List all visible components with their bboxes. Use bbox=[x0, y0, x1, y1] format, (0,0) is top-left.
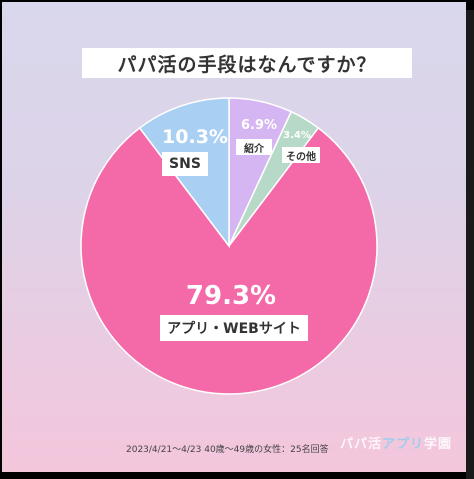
slice-value-apps: 79.3% bbox=[185, 281, 277, 311]
brand-logo: パパ活アプリ学園 bbox=[340, 437, 453, 452]
pie-chart bbox=[80, 97, 378, 395]
frame-shadow bbox=[466, 10, 474, 479]
slice-value-shokai: 6.9% bbox=[240, 118, 278, 133]
slice-value-sns: 10.3% bbox=[162, 126, 228, 148]
slice-label-apps: アプリ・WEBサイト bbox=[160, 315, 308, 341]
chart-title: パパ活の手段はなんですか？ bbox=[82, 48, 412, 78]
slice-label-shokai: 紹介 bbox=[236, 139, 272, 155]
slice-label-sonota: その他 bbox=[282, 147, 320, 163]
infographic-frame: パパ活の手段はなんですか？ 6.9% 紹介 3.4% その他 10.3% SNS… bbox=[2, 2, 466, 472]
slice-value-sonota: 3.4% bbox=[283, 130, 311, 141]
slice-label-sns: SNS bbox=[162, 152, 208, 176]
survey-footnote: 2023/4/21〜4/23 40歳〜49歳の女性：25名回答 bbox=[126, 445, 329, 455]
